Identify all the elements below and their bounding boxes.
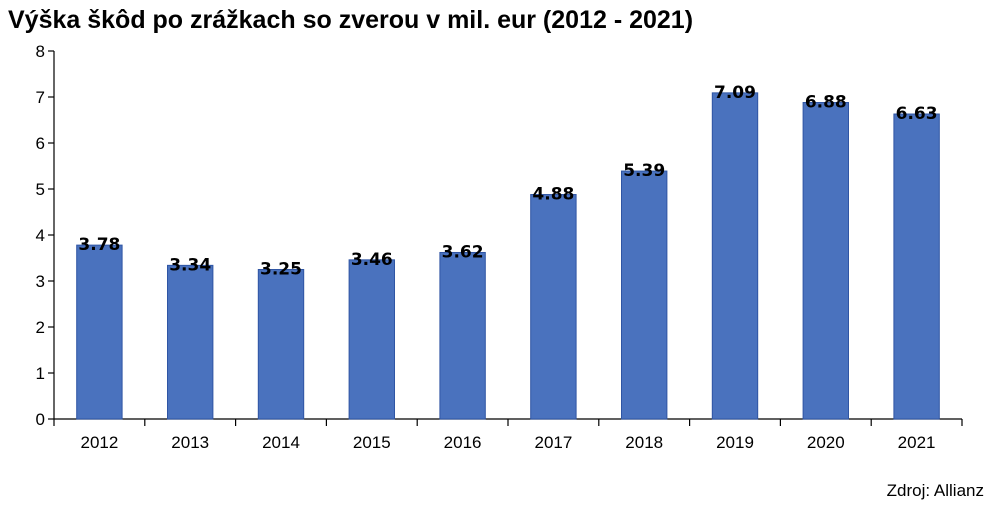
y-tick-label: 3 bbox=[36, 272, 45, 291]
x-tick-label: 2013 bbox=[171, 433, 209, 452]
x-axis: 2012 2013 2014 2015 2016 2017 2018 2019 2020 2021 bbox=[53, 418, 963, 452]
bar-2015 bbox=[348, 259, 396, 420]
data-label-2013: 3.34 bbox=[169, 255, 211, 275]
bar-2016 bbox=[439, 251, 486, 420]
data-label-2016: 3.62 bbox=[442, 242, 484, 262]
bar-2019 bbox=[711, 92, 759, 420]
data-label-2015: 3.46 bbox=[351, 250, 393, 270]
x-tick-label: 2012 bbox=[80, 433, 118, 452]
data-label-2012: 3.78 bbox=[78, 235, 120, 255]
y-tick-label: 4 bbox=[36, 226, 45, 245]
data-labels: 3.78 3.34 3.25 3.46 3.62 4.88 5.39 7.09 6.88 6.63 bbox=[78, 83, 937, 280]
bar-2017 bbox=[530, 194, 577, 420]
x-tick-label: 2014 bbox=[262, 433, 300, 452]
bar-2014 bbox=[257, 269, 305, 420]
x-tick-label: 2015 bbox=[353, 433, 391, 452]
y-tick-label: 6 bbox=[36, 134, 45, 153]
data-label-2019: 7.09 bbox=[714, 83, 756, 103]
x-tick-label: 2018 bbox=[625, 433, 663, 452]
y-tick-label: 7 bbox=[36, 88, 45, 107]
bar-2020 bbox=[802, 102, 849, 420]
x-tick-label: 2016 bbox=[444, 433, 482, 452]
data-label-2021: 6.63 bbox=[896, 104, 938, 124]
y-axis: 0 1 2 3 4 5 6 7 8 bbox=[36, 42, 55, 429]
data-label-2020: 6.88 bbox=[805, 93, 847, 113]
y-tick-label: 5 bbox=[36, 180, 45, 199]
y-tick-label: 1 bbox=[36, 364, 45, 383]
bar-2013 bbox=[167, 264, 214, 420]
y-tick-label: 0 bbox=[36, 410, 45, 429]
y-tick-label: 8 bbox=[36, 42, 45, 61]
x-tick-label: 2021 bbox=[898, 433, 936, 452]
source-note: Zdroj: Allianz bbox=[886, 481, 984, 500]
data-label-2017: 4.88 bbox=[532, 185, 574, 205]
bar-2012 bbox=[76, 244, 123, 420]
bar-2021 bbox=[893, 113, 940, 420]
y-tick-label: 2 bbox=[36, 318, 45, 337]
x-tick-label: 2020 bbox=[807, 433, 845, 452]
x-tick-label: 2019 bbox=[716, 433, 754, 452]
bar-2018 bbox=[621, 170, 668, 420]
chart-title: Výška škôd po zrážkach so zverou v mil. … bbox=[8, 6, 694, 34]
bar-series bbox=[76, 92, 940, 420]
data-label-2018: 5.39 bbox=[623, 161, 665, 181]
data-label-2014: 3.25 bbox=[260, 260, 302, 280]
x-tick-label: 2017 bbox=[534, 433, 572, 452]
